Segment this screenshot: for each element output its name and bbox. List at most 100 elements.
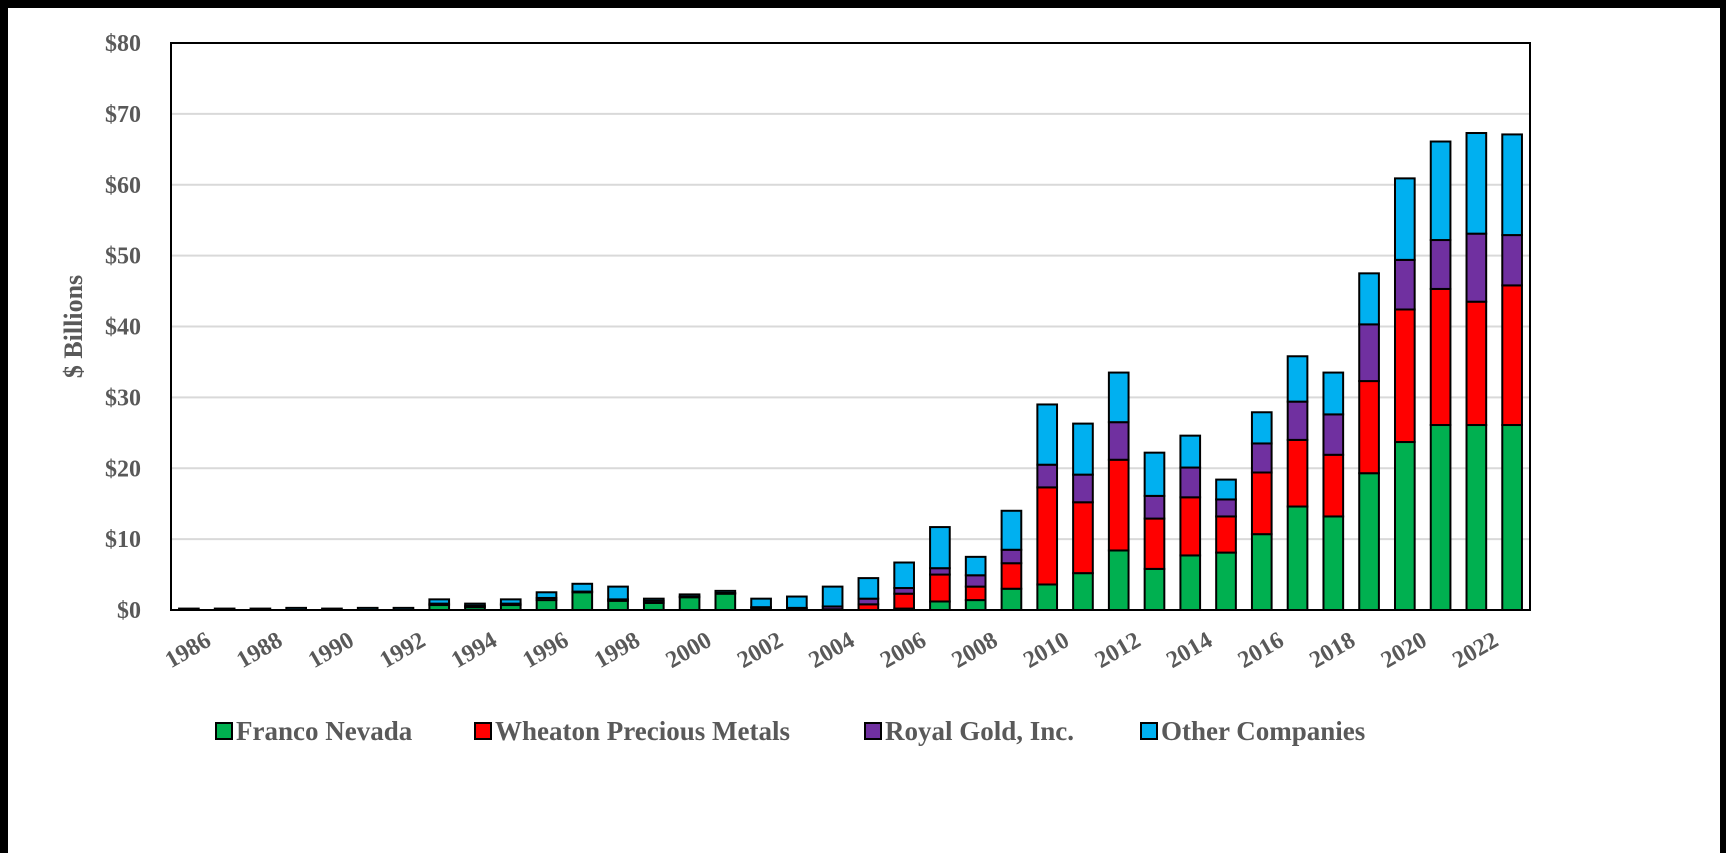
y-tick-label: $40 (105, 315, 141, 341)
legend-label: Royal Gold, Inc. (885, 716, 1074, 746)
bar-segment (1250, 442, 1273, 474)
x-tick-label: 1994 (447, 627, 502, 674)
x-tick-label: 2000 (662, 627, 717, 674)
bar-segment (1322, 371, 1345, 416)
bar-segment (929, 526, 951, 570)
bar-segment (1072, 572, 1094, 612)
y-tick-label: $0 (117, 598, 141, 624)
x-tick-label: 1998 (590, 627, 645, 674)
bar-segment (1000, 562, 1023, 590)
bar-segment (929, 600, 951, 611)
bar-segment (1250, 411, 1273, 445)
legend-label: Other Companies (1161, 716, 1365, 746)
bar-segment (893, 561, 915, 590)
bar-segment (1286, 355, 1309, 403)
bar-segment (1107, 549, 1130, 612)
bar-segment (1358, 380, 1380, 475)
bar-segment (1072, 501, 1094, 575)
chart-frame: $0 $10 $20 $30 $40 $50 $60 $70 $80 1986 1988 1990 1… (8, 8, 1720, 853)
y-axis-ticks: $0 $10 $20 $30 $40 $50 $60 $70 $80 (105, 31, 141, 624)
bar-segment (1286, 438, 1309, 508)
bar-segment (714, 589, 737, 594)
bar-segment (428, 598, 451, 605)
legend-item: Other Companies (1140, 716, 1365, 746)
bar-segment (1429, 424, 1452, 611)
y-tick-label: $80 (105, 31, 141, 57)
x-axis-ticks: 1986 1988 1990 1992 1994 1996 1998 2000 2002 2004… (161, 627, 1503, 674)
bar-segment (964, 555, 987, 577)
bar-segment (1322, 453, 1345, 518)
bar-segment (1393, 177, 1416, 261)
bar-segment (1429, 140, 1452, 242)
bar-segment (821, 585, 844, 608)
bar-segment (1000, 587, 1023, 611)
legend-item: Royal Gold, Inc. (864, 716, 1074, 746)
bar-segment (1465, 424, 1488, 611)
bar-segment (499, 598, 522, 605)
x-tick-label: 1990 (304, 627, 359, 674)
bar-segment (1501, 133, 1523, 237)
x-tick-label: 1988 (232, 627, 287, 674)
bars (178, 132, 1523, 612)
bar-segment (571, 582, 594, 593)
x-tick-label: 2008 (948, 627, 1003, 674)
legend-item: Franco Nevada (215, 716, 413, 746)
y-tick-label: $60 (105, 173, 141, 199)
bar-segment (964, 599, 987, 612)
y-tick-label: $30 (105, 385, 141, 411)
bar-segment (964, 585, 987, 602)
x-tick-label: 2016 (1234, 627, 1289, 674)
bar-segment (1286, 505, 1309, 611)
bar-segment (678, 596, 701, 611)
bar-segment (1429, 239, 1452, 290)
bar-segment (1179, 466, 1202, 499)
plot-area (170, 42, 1531, 611)
bar-segment (1143, 567, 1166, 612)
bar-segment (1250, 471, 1273, 536)
legend-swatch (474, 722, 492, 740)
x-tick-label: 1992 (375, 627, 430, 674)
x-tick-label: 1996 (519, 627, 574, 674)
bar-segment (1501, 234, 1523, 287)
bar-segment (464, 602, 486, 607)
x-tick-label: 1986 (161, 627, 216, 674)
y-tick-label: $10 (105, 527, 141, 553)
legend-item: Wheaton Precious Metals (474, 716, 790, 746)
bar-segment (857, 577, 880, 600)
bar-segment (1179, 496, 1202, 557)
chart: $0$10$20$30$40$50$60$70$80 1986 1988 1990 1… (59, 31, 1531, 746)
bar-segment (642, 601, 665, 611)
bar-segment (1393, 258, 1416, 311)
bar-segment (1322, 413, 1345, 456)
bar-segment (1000, 548, 1023, 565)
bar-segment (607, 599, 629, 612)
bar-segment (1036, 463, 1059, 489)
bar-segment (1000, 509, 1023, 551)
bar-segment (535, 591, 558, 599)
bar-segment (1143, 517, 1166, 570)
bar-segment (1036, 486, 1059, 586)
bar-segment (1215, 515, 1237, 554)
bar-segment (1143, 494, 1166, 520)
bar-segment (1107, 371, 1130, 424)
bar-segment (1358, 272, 1380, 326)
bar-segment (964, 574, 987, 588)
x-tick-label: 2006 (876, 627, 931, 674)
bar-segment (1143, 451, 1166, 497)
bar-segment (571, 591, 594, 611)
bar-segment (1322, 515, 1345, 612)
bar-segment (1465, 132, 1488, 235)
bar-segment (1179, 554, 1202, 612)
bar-segment (1393, 308, 1416, 444)
y-axis-title: $ Billions (59, 275, 88, 378)
bar-segment (1501, 424, 1523, 611)
bar-segment (1465, 300, 1488, 427)
x-tick-label: 2004 (805, 627, 860, 674)
bar-segment (1107, 421, 1130, 461)
legend-label: Franco Nevada (236, 716, 413, 746)
y-tick-label: $20 (105, 456, 141, 482)
bar-segment (1358, 323, 1380, 383)
legend-swatch (1140, 722, 1158, 740)
legend: Franco Nevada Wheaton Precious Metals Roya… (215, 716, 1365, 746)
bar-segment (1072, 473, 1094, 504)
